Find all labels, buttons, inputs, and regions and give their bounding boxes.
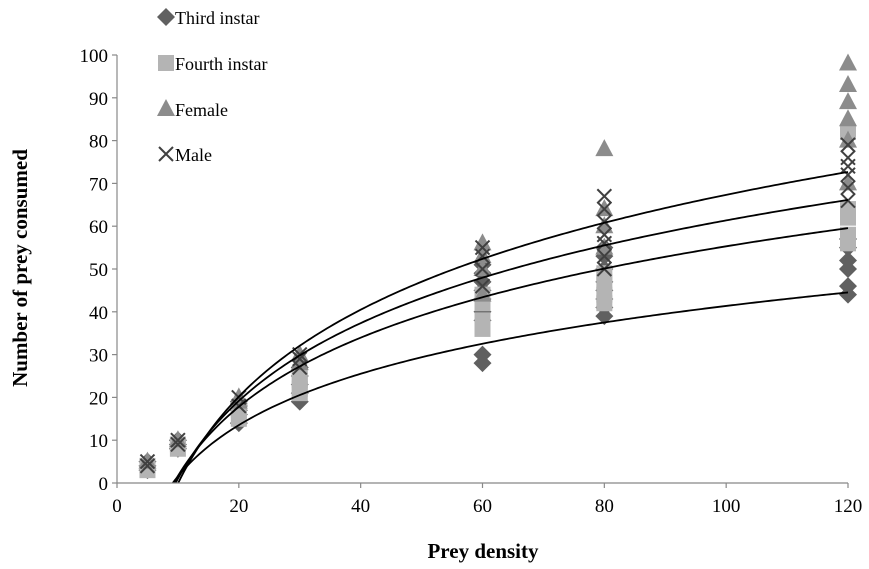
- data-point: [138, 451, 157, 469]
- data-point: [474, 278, 491, 294]
- y-tick-label: 10: [89, 431, 108, 452]
- data-point: [170, 432, 186, 448]
- y-tick-label: 20: [89, 388, 108, 409]
- series-third-instar: [138, 230, 857, 480]
- data-point: [840, 137, 856, 153]
- data-point: [473, 259, 492, 276]
- data-point: [473, 284, 492, 302]
- data-point: [595, 139, 614, 157]
- trend-line: [177, 171, 849, 483]
- legend-marker: [157, 8, 175, 26]
- data-point: [139, 453, 156, 470]
- trend-line: [171, 291, 849, 483]
- plot-area: [138, 53, 857, 483]
- series-fourth-instar: [139, 124, 856, 479]
- data-point: [473, 246, 492, 264]
- legend-marker: [158, 146, 174, 162]
- data-point: [839, 92, 857, 110]
- data-point: [839, 251, 857, 270]
- x-tick-label: 60: [473, 496, 492, 517]
- data-point: [596, 201, 613, 217]
- data-point: [290, 353, 309, 371]
- legend-marker: [157, 99, 175, 116]
- axes: 0 20 40 60 80 100 120 0 10 20 30 40 50 60 70 80 90 100: [80, 46, 863, 517]
- x-tick-label: 120: [834, 496, 863, 517]
- data-point: [139, 458, 156, 474]
- legend-marker: [158, 55, 174, 71]
- x-tick-label: 80: [595, 496, 614, 517]
- data-point: [473, 233, 492, 251]
- legend-label: Male: [175, 145, 212, 165]
- series-male: [139, 137, 856, 474]
- data-point: [596, 227, 613, 243]
- y-tick-label: 90: [89, 89, 108, 110]
- y-tick-label: 50: [89, 260, 108, 281]
- y-axis-title: Number of prey consumed: [8, 149, 32, 387]
- data-point: [839, 74, 857, 92]
- data-point: [596, 286, 613, 303]
- x-tick-label: 100: [712, 496, 741, 517]
- series-female: [138, 53, 857, 469]
- y-tick-label: 80: [89, 132, 108, 153]
- data-point: [839, 277, 857, 296]
- x-tick-label: 20: [229, 496, 248, 517]
- y-tick-label: 100: [80, 46, 109, 67]
- legend-label: Third instar: [175, 8, 259, 28]
- data-point: [840, 150, 856, 166]
- y-tick-label: 30: [89, 346, 108, 367]
- data-point: [474, 312, 491, 329]
- x-axis-title: Prey density: [427, 539, 539, 563]
- data-point: [170, 436, 186, 453]
- y-tick-label: 40: [89, 303, 108, 324]
- data-point: [839, 109, 857, 127]
- data-point: [839, 130, 857, 148]
- data-point: [474, 239, 491, 256]
- data-point: [595, 199, 614, 217]
- x-tick-label: 0: [112, 496, 122, 517]
- trend-line: [172, 227, 849, 483]
- data-point: [596, 188, 613, 204]
- data-point: [168, 430, 187, 448]
- data-point: [840, 201, 856, 218]
- y-tick-label: 70: [89, 174, 108, 195]
- legend-label: Female: [175, 100, 228, 120]
- data-point: [473, 345, 492, 364]
- data-point: [839, 53, 857, 71]
- data-point: [840, 179, 856, 196]
- trend-line: [174, 199, 849, 483]
- data-point: [474, 261, 491, 277]
- y-tick-label: 0: [99, 474, 109, 495]
- y-tick-label: 60: [89, 217, 108, 238]
- data-point: [840, 226, 856, 243]
- x-tick-label: 40: [351, 496, 370, 517]
- data-point: [596, 248, 613, 264]
- legend-label: Fourth instar: [175, 54, 268, 74]
- data-point: [839, 173, 857, 191]
- legend: Third instar Fourth instar Female Male: [157, 8, 268, 165]
